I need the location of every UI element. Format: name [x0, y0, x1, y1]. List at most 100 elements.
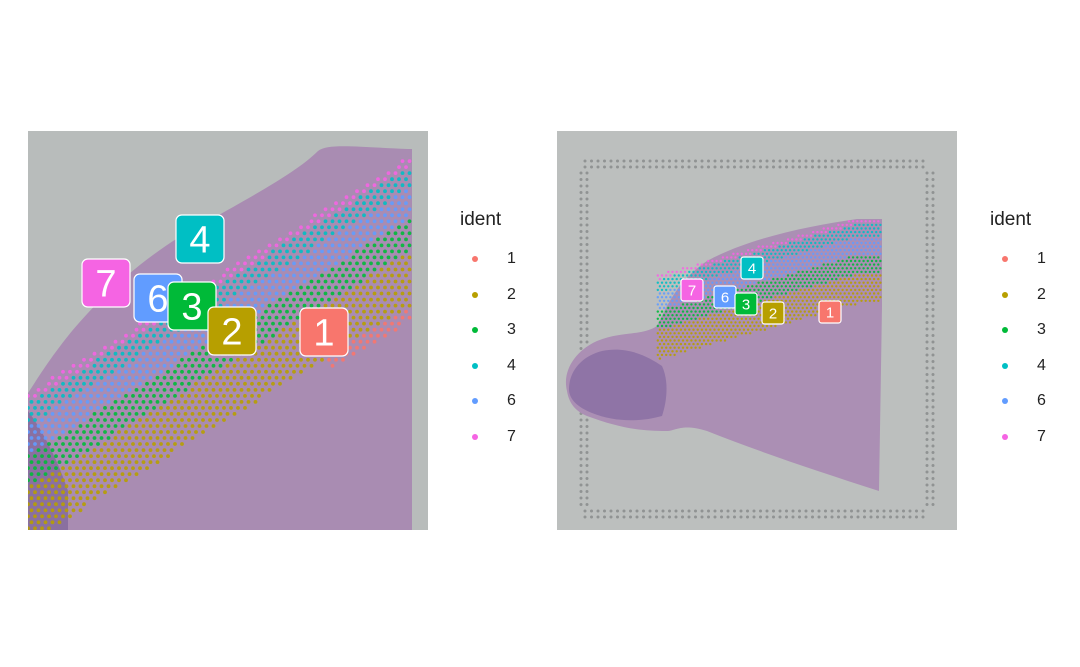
spot-cluster-6: [323, 267, 328, 272]
spot-cluster-2: [669, 353, 672, 357]
cluster-label-6: 6: [713, 285, 737, 309]
fiducial-dot: [811, 515, 814, 519]
spot-cluster-4: [274, 255, 279, 260]
spot-cluster-4: [141, 339, 146, 344]
fiducial-dot: [925, 444, 929, 448]
spot-cluster-2: [690, 332, 693, 335]
spot-cluster-3: [330, 279, 335, 284]
spot-cluster-4: [148, 339, 153, 344]
spot-cluster-4: [770, 252, 773, 255]
spot-cluster-6: [33, 430, 37, 434]
spot-cluster-7: [299, 225, 303, 230]
spot-cluster-2: [814, 306, 817, 310]
spot-cluster-4: [64, 388, 69, 392]
spot-cluster-2: [774, 324, 777, 328]
spot-cluster-2: [833, 296, 836, 299]
spot-cluster-6: [271, 285, 275, 290]
spot-cluster-7: [68, 369, 72, 374]
spot-cluster-7: [824, 230, 827, 234]
spot-cluster-6: [677, 288, 680, 292]
spot-cluster-2: [145, 454, 149, 458]
spot-cluster-6: [295, 279, 300, 284]
spot-cluster-2: [215, 406, 219, 410]
spot-cluster-2: [64, 472, 69, 476]
spot-cluster-6: [386, 219, 391, 224]
fiducial-dot: [585, 217, 589, 220]
spot-cluster-4: [113, 351, 118, 356]
spot-cluster-2: [673, 332, 676, 335]
spot-cluster-4: [675, 285, 678, 288]
fiducial-dot: [925, 496, 929, 500]
spot-cluster-4: [407, 183, 412, 188]
spot-cluster-7: [264, 249, 268, 254]
spot-cluster-2: [271, 345, 275, 350]
spot-cluster-2: [239, 375, 244, 380]
spot-cluster-2: [870, 281, 874, 284]
fiducial-dot: [585, 256, 589, 259]
spot-cluster-4: [715, 274, 718, 277]
legend-label: 2: [507, 285, 516, 303]
spot-cluster-4: [681, 274, 685, 277]
spot-cluster-2: [837, 288, 840, 292]
spot-cluster-7: [675, 270, 678, 274]
spot-cluster-6: [791, 267, 794, 270]
spot-cluster-3: [816, 281, 819, 284]
spot-cluster-2: [82, 490, 86, 495]
spot-cluster-3: [120, 412, 125, 416]
spot-cluster-2: [117, 466, 121, 470]
spot-cluster-4: [404, 177, 408, 182]
spot-cluster-2: [742, 328, 746, 331]
spot-cluster-2: [696, 321, 699, 324]
fiducial-dot: [931, 347, 935, 350]
spot-cluster-2: [854, 288, 857, 292]
spot-cluster-2: [134, 436, 139, 440]
spot-cluster-2: [236, 406, 240, 410]
fiducial-dot: [931, 353, 935, 357]
spot-cluster-2: [749, 332, 752, 335]
spot-cluster-1: [351, 339, 356, 344]
spot-cluster-6: [870, 252, 874, 255]
spot-cluster-6: [162, 351, 167, 356]
spot-cluster-4: [152, 333, 156, 338]
fiducial-dot: [579, 347, 583, 350]
spot-cluster-6: [29, 424, 34, 428]
spot-cluster-4: [232, 291, 237, 296]
spot-cluster-2: [29, 484, 34, 489]
spot-cluster-3: [194, 369, 198, 374]
spot-cluster-4: [837, 238, 840, 241]
spot-cluster-2: [148, 412, 153, 416]
spot-cluster-2: [159, 430, 163, 434]
spot-cluster-3: [267, 303, 272, 308]
spot-cluster-3: [334, 285, 338, 290]
spot-cluster-6: [155, 363, 160, 368]
spot-cluster-3: [679, 314, 683, 317]
spot-cluster-6: [795, 267, 798, 270]
spot-cluster-3: [113, 400, 118, 404]
spot-cluster-2: [799, 296, 802, 299]
fiducial-dot: [869, 509, 873, 513]
spot-cluster-4: [323, 231, 328, 236]
spot-cluster-7: [253, 255, 258, 260]
spot-cluster-7: [820, 230, 823, 234]
spot-cluster-7: [120, 339, 125, 344]
fiducial-dot: [579, 425, 583, 428]
spot-cluster-4: [851, 234, 855, 237]
spot-cluster-1: [351, 351, 356, 356]
fiducial-dot: [739, 159, 743, 163]
spot-cluster-3: [351, 255, 356, 260]
spot-cluster-2: [211, 424, 216, 428]
spot-cluster-2: [29, 520, 34, 525]
spot-cluster-7: [138, 321, 142, 326]
fiducial-dot: [596, 165, 600, 169]
spot-cluster-4: [698, 274, 701, 277]
spot-cluster-3: [835, 270, 838, 274]
spot-cluster-3: [134, 388, 139, 392]
spot-cluster-6: [292, 273, 296, 278]
fiducial-dot: [694, 165, 697, 169]
spot-cluster-1: [372, 339, 377, 344]
spot-cluster-3: [376, 237, 380, 242]
spot-cluster-6: [229, 297, 233, 302]
spot-cluster-4: [788, 241, 792, 245]
fiducial-dot: [925, 353, 929, 357]
spot-cluster-2: [194, 406, 198, 410]
